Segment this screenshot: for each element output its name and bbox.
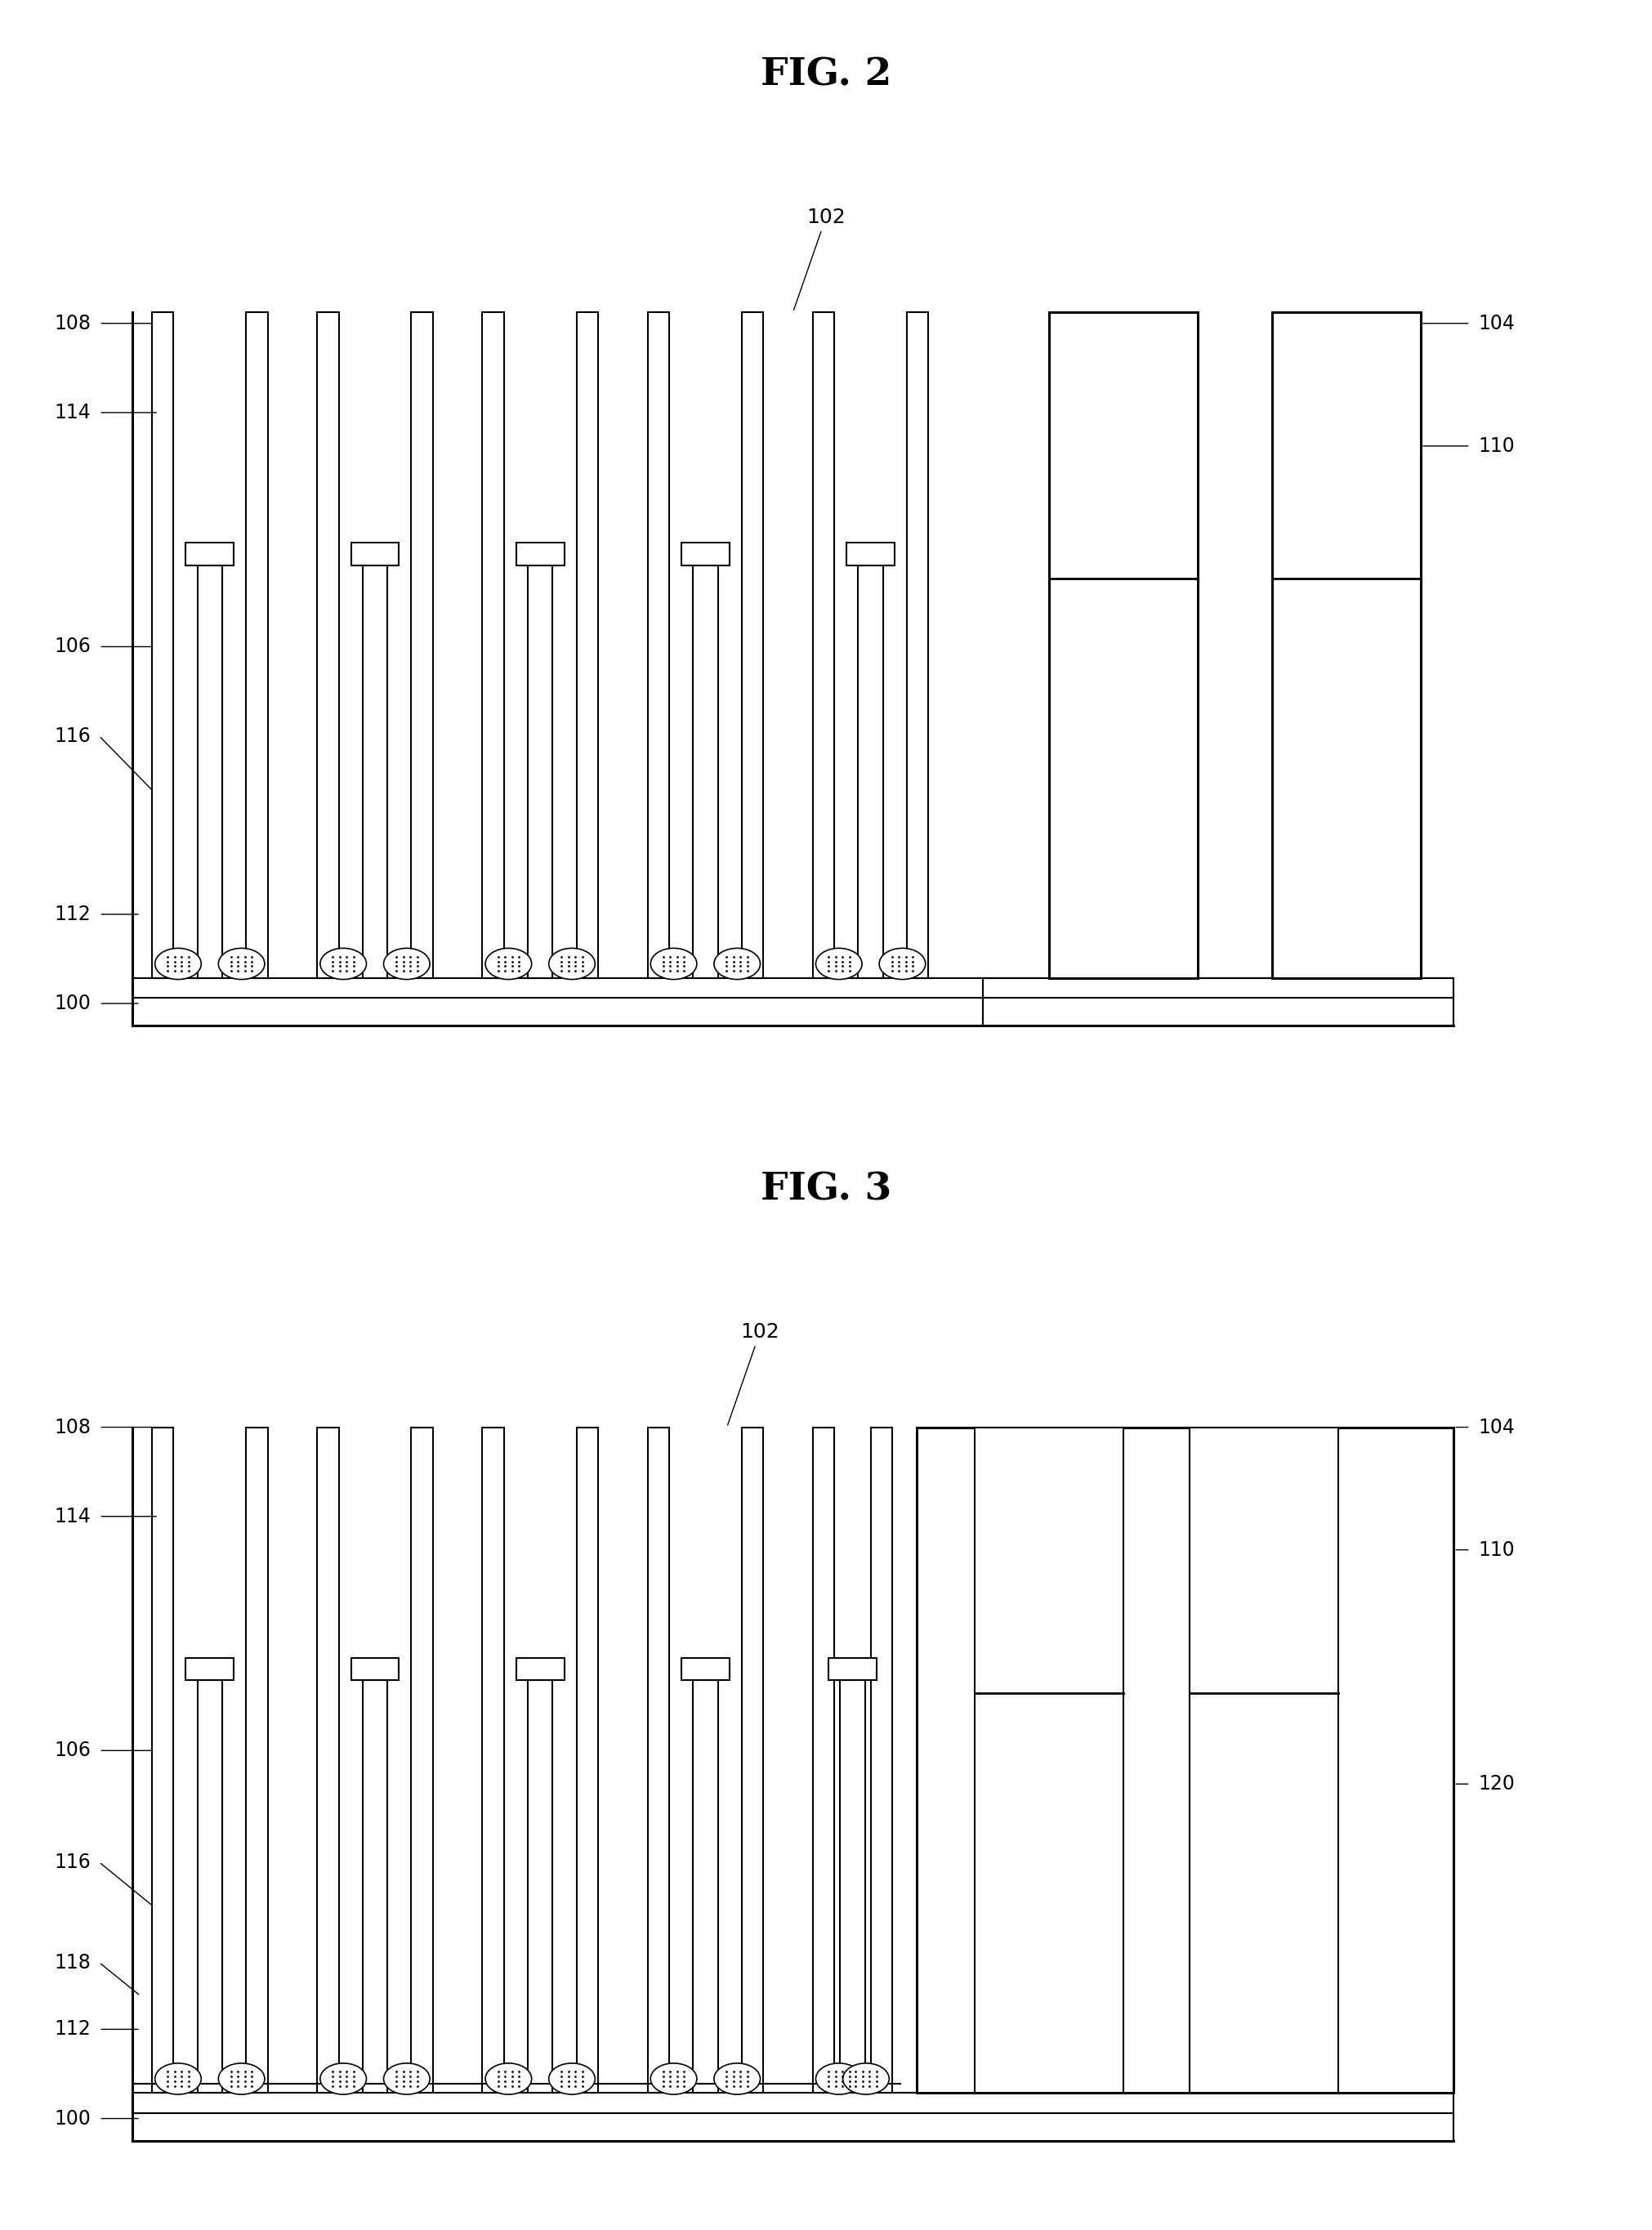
Bar: [350, 1657, 400, 1679]
Text: 110: 110: [1479, 1541, 1515, 1559]
Bar: [1272, 312, 1421, 977]
Bar: [742, 312, 763, 977]
Bar: [682, 1657, 729, 1679]
Text: 106: 106: [55, 638, 91, 656]
Bar: [847, 542, 895, 564]
Circle shape: [155, 2063, 202, 2094]
Text: 102: 102: [793, 207, 846, 310]
Bar: [577, 1427, 598, 2092]
Bar: [482, 1427, 504, 2092]
Text: 108: 108: [55, 1418, 91, 1436]
Bar: [411, 312, 433, 977]
Text: 120: 120: [1479, 1775, 1515, 1793]
Circle shape: [816, 948, 862, 979]
Bar: [871, 1427, 892, 2092]
Text: 106: 106: [55, 1742, 91, 1759]
Bar: [813, 1427, 834, 2092]
Circle shape: [155, 948, 202, 979]
Bar: [152, 1427, 173, 2092]
Text: 116: 116: [55, 727, 91, 745]
Circle shape: [320, 2063, 367, 2094]
Bar: [682, 542, 729, 564]
Text: 112: 112: [55, 2020, 91, 2038]
Bar: [198, 564, 221, 977]
Text: 114: 114: [55, 1507, 91, 1525]
Bar: [317, 312, 339, 977]
Bar: [829, 1657, 877, 1679]
Circle shape: [383, 948, 430, 979]
Bar: [152, 312, 173, 977]
Bar: [185, 1657, 233, 1679]
Bar: [813, 312, 834, 977]
Bar: [350, 542, 400, 564]
Circle shape: [714, 948, 760, 979]
Bar: [411, 1427, 433, 2092]
Bar: [841, 1679, 866, 2092]
Bar: [917, 1427, 1454, 2092]
Bar: [577, 312, 598, 977]
Text: 100: 100: [55, 995, 91, 1012]
Circle shape: [714, 2063, 760, 2094]
Circle shape: [218, 2063, 264, 2094]
Bar: [132, 977, 1454, 999]
Circle shape: [651, 2063, 697, 2094]
Bar: [742, 1427, 763, 2092]
Bar: [1189, 1427, 1338, 2092]
Text: FIG. 3: FIG. 3: [760, 1171, 892, 1209]
Bar: [515, 542, 563, 564]
Bar: [648, 312, 669, 977]
Circle shape: [383, 2063, 430, 2094]
Circle shape: [843, 2063, 889, 2094]
Text: 102: 102: [727, 1322, 780, 1425]
Text: 118: 118: [55, 1953, 91, 1971]
Circle shape: [548, 948, 595, 979]
Circle shape: [218, 948, 264, 979]
Bar: [363, 564, 387, 977]
Bar: [694, 564, 717, 977]
Text: 104: 104: [1479, 314, 1515, 332]
Bar: [694, 1679, 717, 2092]
Circle shape: [548, 2063, 595, 2094]
Text: 104: 104: [1479, 1418, 1515, 1436]
Bar: [246, 1427, 268, 2092]
Text: 110: 110: [1479, 437, 1515, 455]
Bar: [1049, 312, 1198, 977]
Circle shape: [816, 2063, 862, 2094]
Circle shape: [486, 948, 532, 979]
Bar: [317, 1427, 339, 2092]
Bar: [527, 1679, 552, 2092]
Circle shape: [879, 948, 925, 979]
Text: 116: 116: [55, 1853, 91, 1871]
Bar: [648, 1427, 669, 2092]
Circle shape: [320, 948, 367, 979]
Bar: [859, 564, 882, 977]
Bar: [198, 1679, 221, 2092]
Bar: [907, 312, 928, 977]
Circle shape: [486, 2063, 532, 2094]
Bar: [246, 312, 268, 977]
Text: 114: 114: [55, 404, 91, 421]
Bar: [363, 1679, 387, 2092]
Bar: [482, 312, 504, 977]
Bar: [185, 542, 233, 564]
Text: 112: 112: [55, 905, 91, 923]
Bar: [132, 999, 1454, 1026]
Bar: [515, 1657, 563, 1679]
Bar: [975, 1427, 1123, 2092]
Text: FIG. 2: FIG. 2: [760, 56, 892, 94]
Bar: [132, 2114, 1454, 2141]
Circle shape: [651, 948, 697, 979]
Bar: [132, 2092, 1454, 2114]
Text: 108: 108: [55, 314, 91, 332]
Text: 100: 100: [55, 2110, 91, 2127]
Bar: [527, 564, 552, 977]
